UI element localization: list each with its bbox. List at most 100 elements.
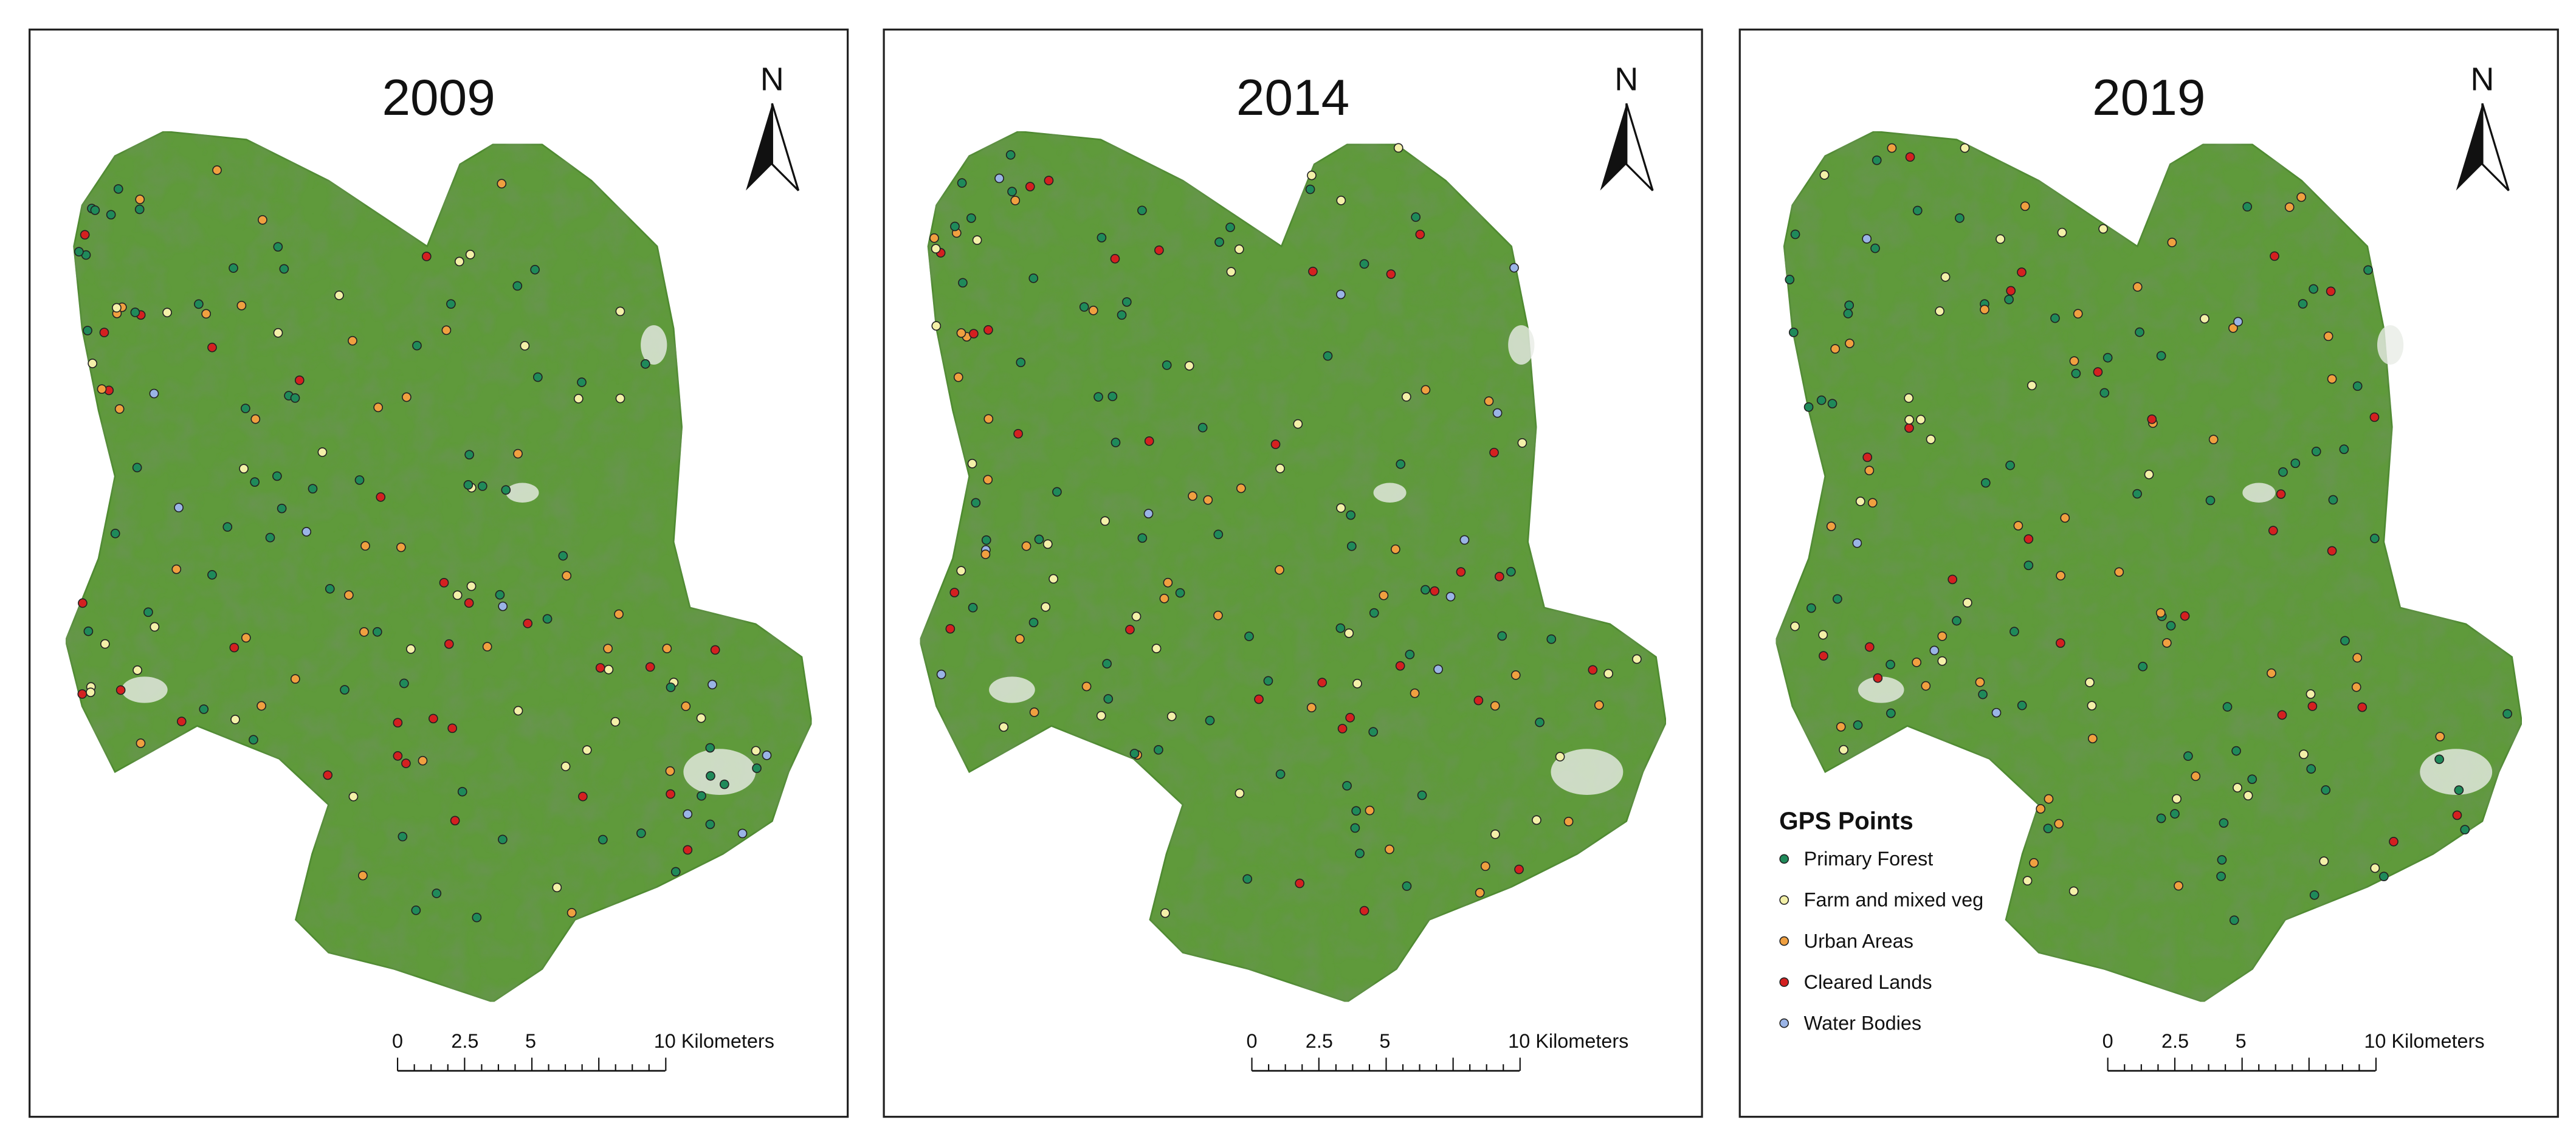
scale-label: 10 Kilometers [654,1030,774,1052]
gps-point [762,751,772,760]
gps-point [2138,661,2148,672]
gps-point [439,577,449,588]
gps-point [666,789,675,799]
gps-point [272,471,282,481]
gps-point [1904,393,1914,403]
scale-label: 5 [2236,1030,2247,1052]
gps-point [1433,664,1443,675]
gps-point [2050,313,2060,323]
gps-point [2060,513,2070,523]
gps-point [513,706,523,716]
gps-point [1111,438,1121,447]
gps-point [1028,617,1039,628]
gps-point [149,388,159,399]
gps-point [130,308,140,317]
gps-point [567,908,577,918]
gps-point [552,882,562,893]
gps-point [1532,815,1541,825]
gps-point [340,685,350,695]
gps-point [1166,711,1177,721]
gps-point [958,278,968,288]
gps-point [603,644,613,654]
gps-point [560,761,571,771]
gps-point [1514,864,1524,875]
gps-point [1873,673,1883,683]
gps-point [1937,656,1947,666]
gps-point [662,644,672,653]
gps-point [2027,380,2037,391]
gps-point [578,791,588,802]
gps-point [966,213,976,223]
gps-point [1214,237,1224,247]
gps-point [1107,391,1118,402]
gps-point [1484,396,1494,406]
gps-point [2167,238,2177,247]
gps-point [80,230,90,240]
gps-point [683,845,693,855]
gps-point [1225,222,1235,232]
gps-point [1506,566,1516,577]
gps-point [1843,309,1853,318]
gps-point [1151,644,1162,653]
gps-point [258,215,267,225]
gps-point [171,564,182,574]
gps-point [2290,458,2301,469]
gps-point [2327,546,2337,556]
gps-point [957,178,967,188]
gps-point [1870,243,1880,253]
gps-point [558,551,568,561]
gps-point [2389,837,2399,847]
gps-point [1226,267,1236,277]
gps-point [2379,871,2389,881]
gps-point [1411,212,1421,222]
gps-point [2017,267,2027,277]
legend-label: Farm and mixed veg [1804,889,1984,911]
gps-point [402,392,412,402]
gps-point [1336,503,1346,513]
gps-point [115,685,126,695]
gps-point [1991,707,2002,718]
gps-point [1937,631,1947,641]
gps-point [2023,560,2034,571]
gps-point [967,458,977,469]
gps-point [373,402,384,413]
gps-point [418,755,428,766]
gps-point [1395,661,1405,671]
legend: GPS Points Primary Forest Farm and mixed v… [1779,807,1983,1034]
gps-point [1275,565,1284,575]
gps-point [1102,659,1112,669]
gps-point [2087,701,2097,710]
scale-label: 5 [525,1030,536,1052]
gps-point [1952,616,1961,626]
gps-point [1162,360,1172,370]
gps-point [999,722,1009,732]
study-area [919,130,1667,1003]
gps-point [132,462,142,473]
gps-point [1830,344,1841,354]
gps-point [2284,202,2295,212]
gps-point [239,464,249,474]
gps-point [86,687,95,697]
gps-point [199,704,209,714]
gps-point [106,210,116,220]
gps-point [1336,196,1346,205]
gps-point [2299,749,2309,760]
gps-point [1336,289,1346,300]
gps-point [446,299,456,309]
gps-point [2270,251,2279,261]
gps-point [573,394,584,404]
gps-point [406,644,416,654]
gps-point [447,723,458,734]
gps-point [645,662,655,672]
gps-point [1421,585,1430,595]
cloud [1858,676,1904,703]
gps-point [2087,734,2098,744]
gps-point [1402,881,1412,891]
gps-point [2321,785,2331,795]
gps-point [1845,339,1855,348]
gps-point [1213,610,1223,620]
gps-point [2180,611,2190,621]
gps-point [1818,630,1828,640]
gps-point [1852,538,1862,548]
gps-point [2243,791,2253,801]
